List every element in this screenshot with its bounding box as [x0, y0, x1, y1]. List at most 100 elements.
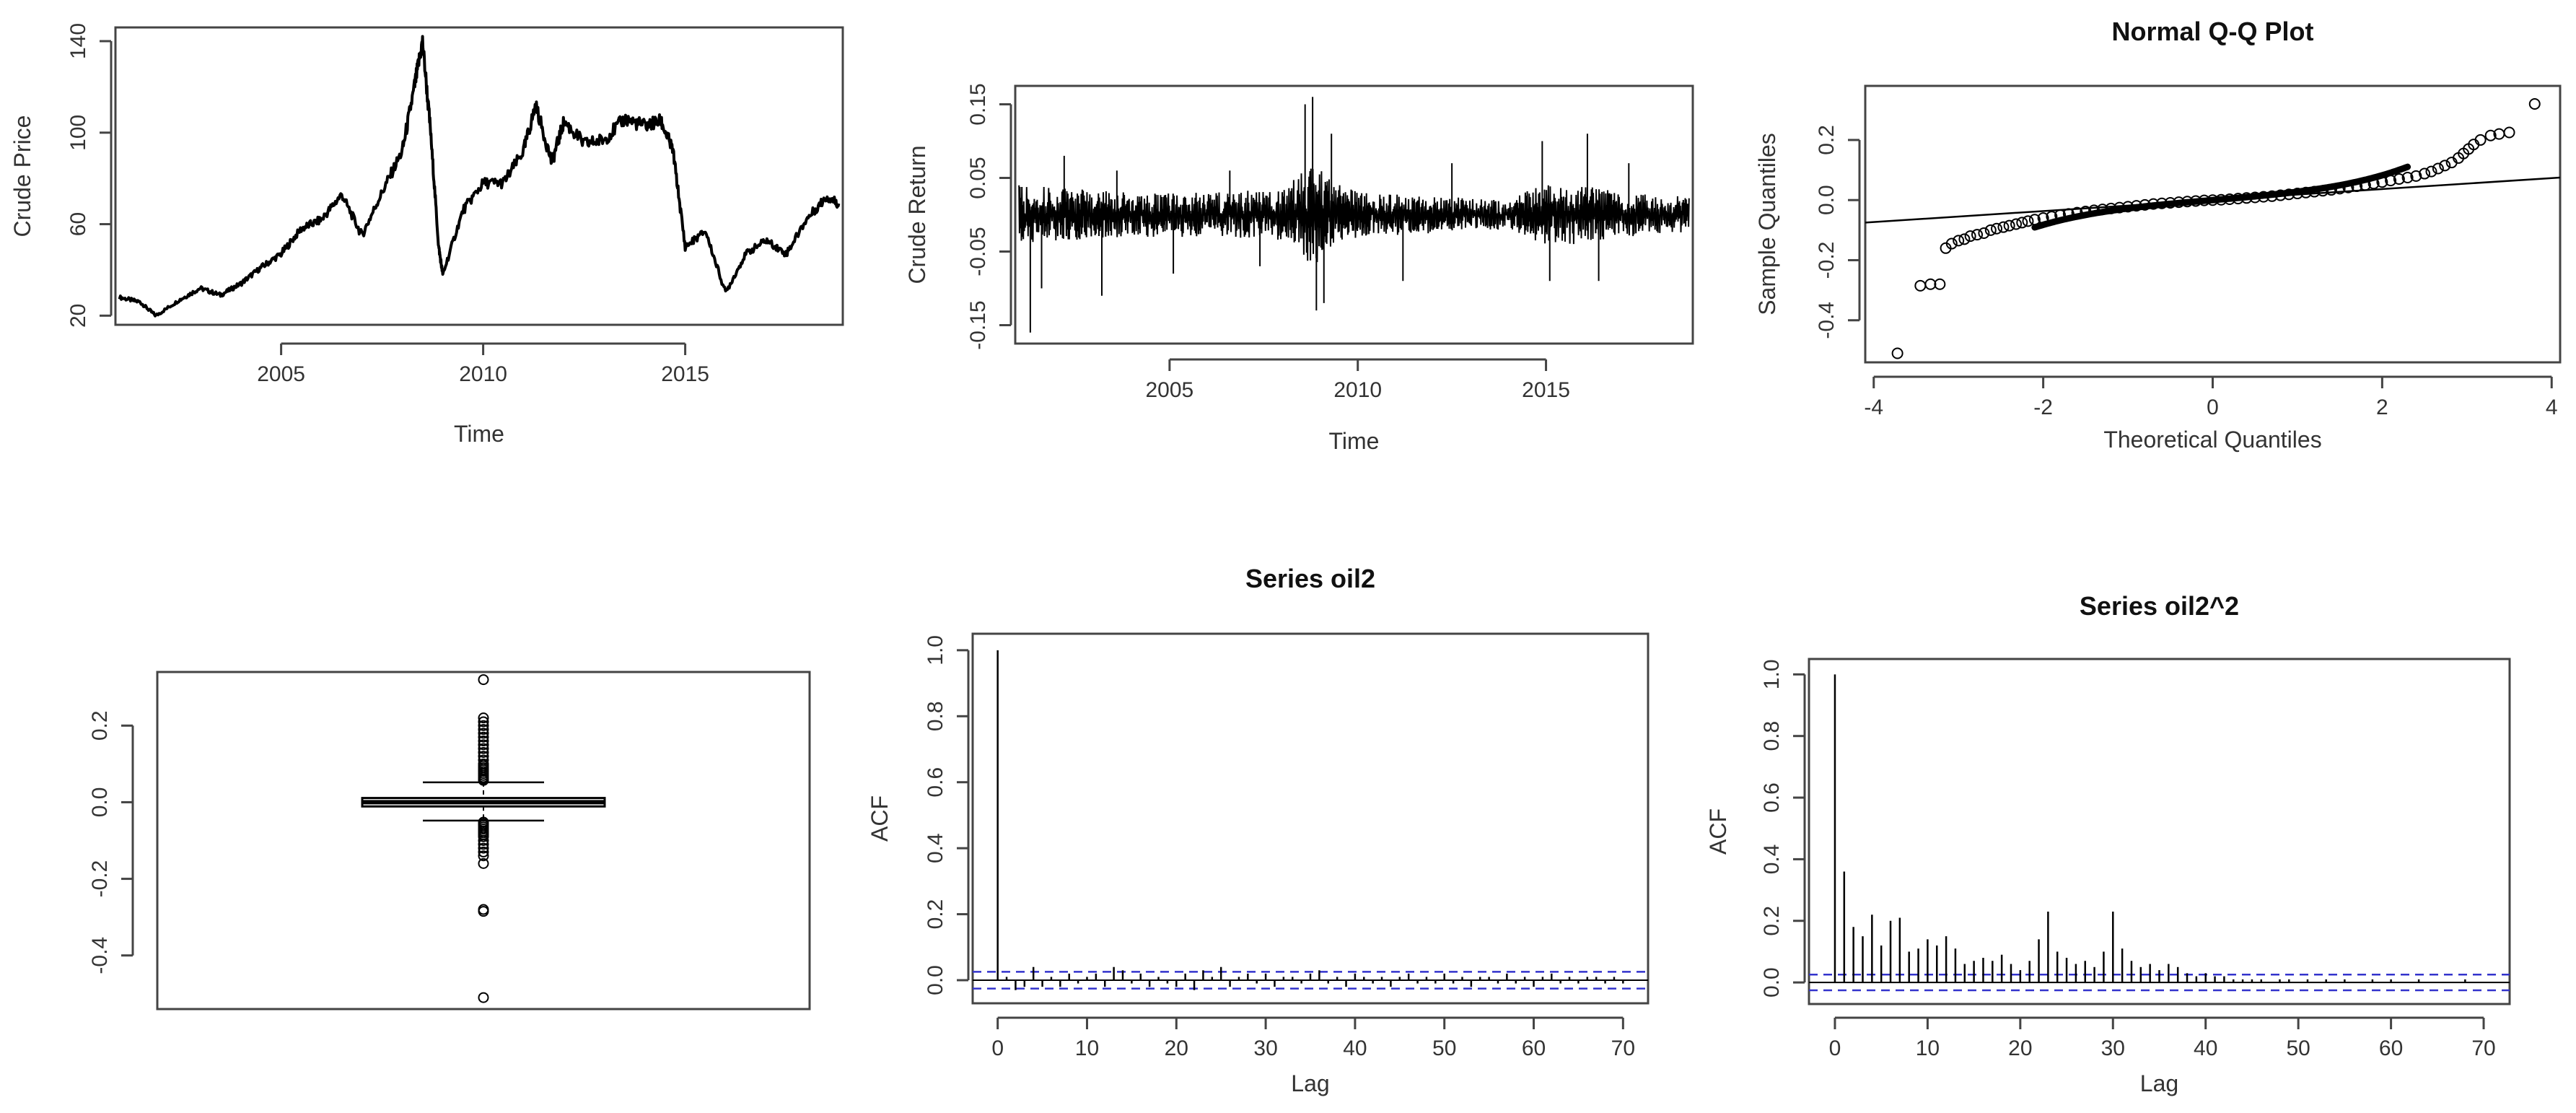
qq-point	[1953, 235, 1965, 247]
qq-point	[2334, 183, 2346, 195]
qq-y-tick-label: -0.4	[1815, 302, 1839, 339]
acf2-y-tick-label: 0.6	[1760, 782, 1784, 813]
qq-y-tick-label: -0.2	[1815, 242, 1839, 279]
price-y-tick-label: 60	[66, 212, 90, 236]
box-y-tick-label: 0.2	[88, 710, 112, 741]
box-outlier	[478, 846, 489, 857]
qq-y-axis-label: Sample Quantiles	[1754, 133, 1780, 315]
price-chart: 2005 2010 2015 20 60 100 140 Time Crude Price	[9, 23, 844, 447]
acf1-plot-frame	[971, 632, 1650, 1005]
box-outlier	[478, 739, 489, 751]
acf2-x-tick-label: 10	[1916, 1036, 1940, 1060]
returns-series-line	[1018, 168, 1690, 263]
price-series-line	[118, 35, 841, 318]
qq-point	[2181, 196, 2194, 208]
acf1-y-tick-label: 0.0	[924, 965, 947, 995]
acf2-title: Series oil2^2	[2080, 591, 2239, 621]
acf2-x-tick-label: 30	[2101, 1036, 2125, 1060]
price-x-tick-label: 2005	[257, 362, 305, 386]
qq-point	[2249, 191, 2261, 204]
returns-y-tick-label: -0.15	[966, 300, 990, 349]
acf2-plot-frame	[1808, 658, 2511, 1005]
acf2-x-tick-label: 70	[2471, 1036, 2495, 1060]
qq-x-tick-label: -2	[2033, 396, 2053, 419]
qq-point	[2257, 191, 2269, 203]
box-outlier	[478, 857, 489, 869]
qq-point	[2062, 208, 2075, 220]
box-outlier	[478, 743, 489, 754]
box-outlier	[478, 746, 489, 758]
qq-point	[2528, 97, 2541, 110]
acf1-x-tick-label: 60	[1522, 1036, 1546, 1060]
box-outlier	[478, 839, 489, 850]
acf2-x-tick-label: 20	[2008, 1036, 2032, 1060]
qq-point	[1971, 229, 1984, 241]
qq-point	[2190, 195, 2202, 207]
acf2-y-tick-label: 0.2	[1760, 906, 1784, 936]
qq-point	[1945, 237, 1958, 250]
box-outlier	[478, 736, 489, 747]
acf1-x-tick-label: 10	[1075, 1036, 1099, 1060]
box-y-tick-label: 0.0	[88, 787, 112, 818]
qq-point	[2139, 198, 2151, 211]
acf2-y-tick-label: 0.4	[1760, 844, 1784, 875]
qq-point	[1991, 222, 2003, 235]
box-outlier	[478, 716, 489, 728]
returns-chart: 2005 2010 2015 -0.15 -0.05 0.05 0.15 Time Crude …	[904, 83, 1694, 454]
qq-point	[2054, 209, 2067, 222]
acf-oil2-chart: 0 10 20 30 40 50 60 70 0.0 0.2 0.4 0.6 0.8 1.0 Lag ACF S…	[867, 564, 1650, 1096]
acf2-y-tick-label: 0.0	[1760, 967, 1784, 998]
qq-x-axis-label: Theoretical Quantiles	[2103, 427, 2321, 453]
returns-x-tick-label: 2005	[1146, 378, 1194, 402]
box-outlier	[478, 842, 489, 854]
qq-point	[2439, 160, 2451, 172]
price-y-tick-label: 20	[66, 304, 90, 328]
acf2-y-tick-label: 0.8	[1760, 721, 1784, 751]
acf1-x-tick-label: 30	[1253, 1036, 1277, 1060]
qq-point	[1978, 227, 1990, 239]
box-outlier	[478, 850, 489, 862]
qq-point	[2130, 200, 2142, 212]
qq-point	[1964, 230, 1976, 243]
qq-point	[2156, 197, 2168, 209]
qq-point	[2351, 180, 2363, 193]
acf1-y-tick-label: 1.0	[924, 635, 947, 665]
box-outlier	[478, 906, 489, 917]
returns-x-tick-label: 2015	[1522, 378, 1570, 402]
acf1-title: Series oil2	[1245, 564, 1375, 593]
qq-point	[1958, 233, 1971, 245]
acf-oil2-squared-chart: 0 10 20 30 40 50 60 70 0.0 0.2 0.4 0.6 0.8 1.0 Lag ACF S…	[1705, 591, 2511, 1096]
price-x-tick-label: 2015	[661, 362, 709, 386]
qq-point	[1934, 278, 1946, 290]
returns-y-tick-label: 0.05	[966, 157, 990, 198]
qq-point	[2291, 188, 2303, 200]
qq-point	[2173, 196, 2185, 209]
qq-y-tick-label: 0.0	[1815, 185, 1839, 215]
qq-point	[2113, 201, 2126, 214]
qq-plot-frame	[1864, 84, 2562, 364]
box-outlier	[478, 774, 489, 786]
qq-x-tick-label: -4	[1864, 396, 1883, 419]
price-y-axis-label: Crude Price	[9, 115, 35, 237]
box-outlier	[478, 728, 489, 739]
qq-point	[2419, 167, 2431, 180]
box-outlier	[478, 720, 489, 731]
qq-point	[2037, 212, 2049, 224]
qq-point	[2147, 198, 2160, 210]
qq-point	[2367, 178, 2380, 190]
qq-point	[2266, 190, 2278, 202]
box-y-tick-label: -0.4	[88, 937, 112, 974]
qq-point	[2096, 204, 2108, 216]
qq-dense-points	[2031, 163, 2411, 231]
qq-point	[2432, 162, 2444, 175]
price-y-tick-label: 140	[66, 23, 90, 59]
returns-y-axis-label: Crude Return	[904, 145, 930, 284]
acf2-x-tick-label: 50	[2286, 1036, 2310, 1060]
qq-point	[2003, 219, 2015, 232]
acf2-x-axis-label: Lag	[2140, 1070, 2178, 1096]
qq-point	[2283, 188, 2295, 201]
acf1-x-tick-label: 0	[991, 1036, 1004, 1060]
qq-point	[2503, 126, 2515, 139]
qq-point	[2122, 201, 2134, 213]
